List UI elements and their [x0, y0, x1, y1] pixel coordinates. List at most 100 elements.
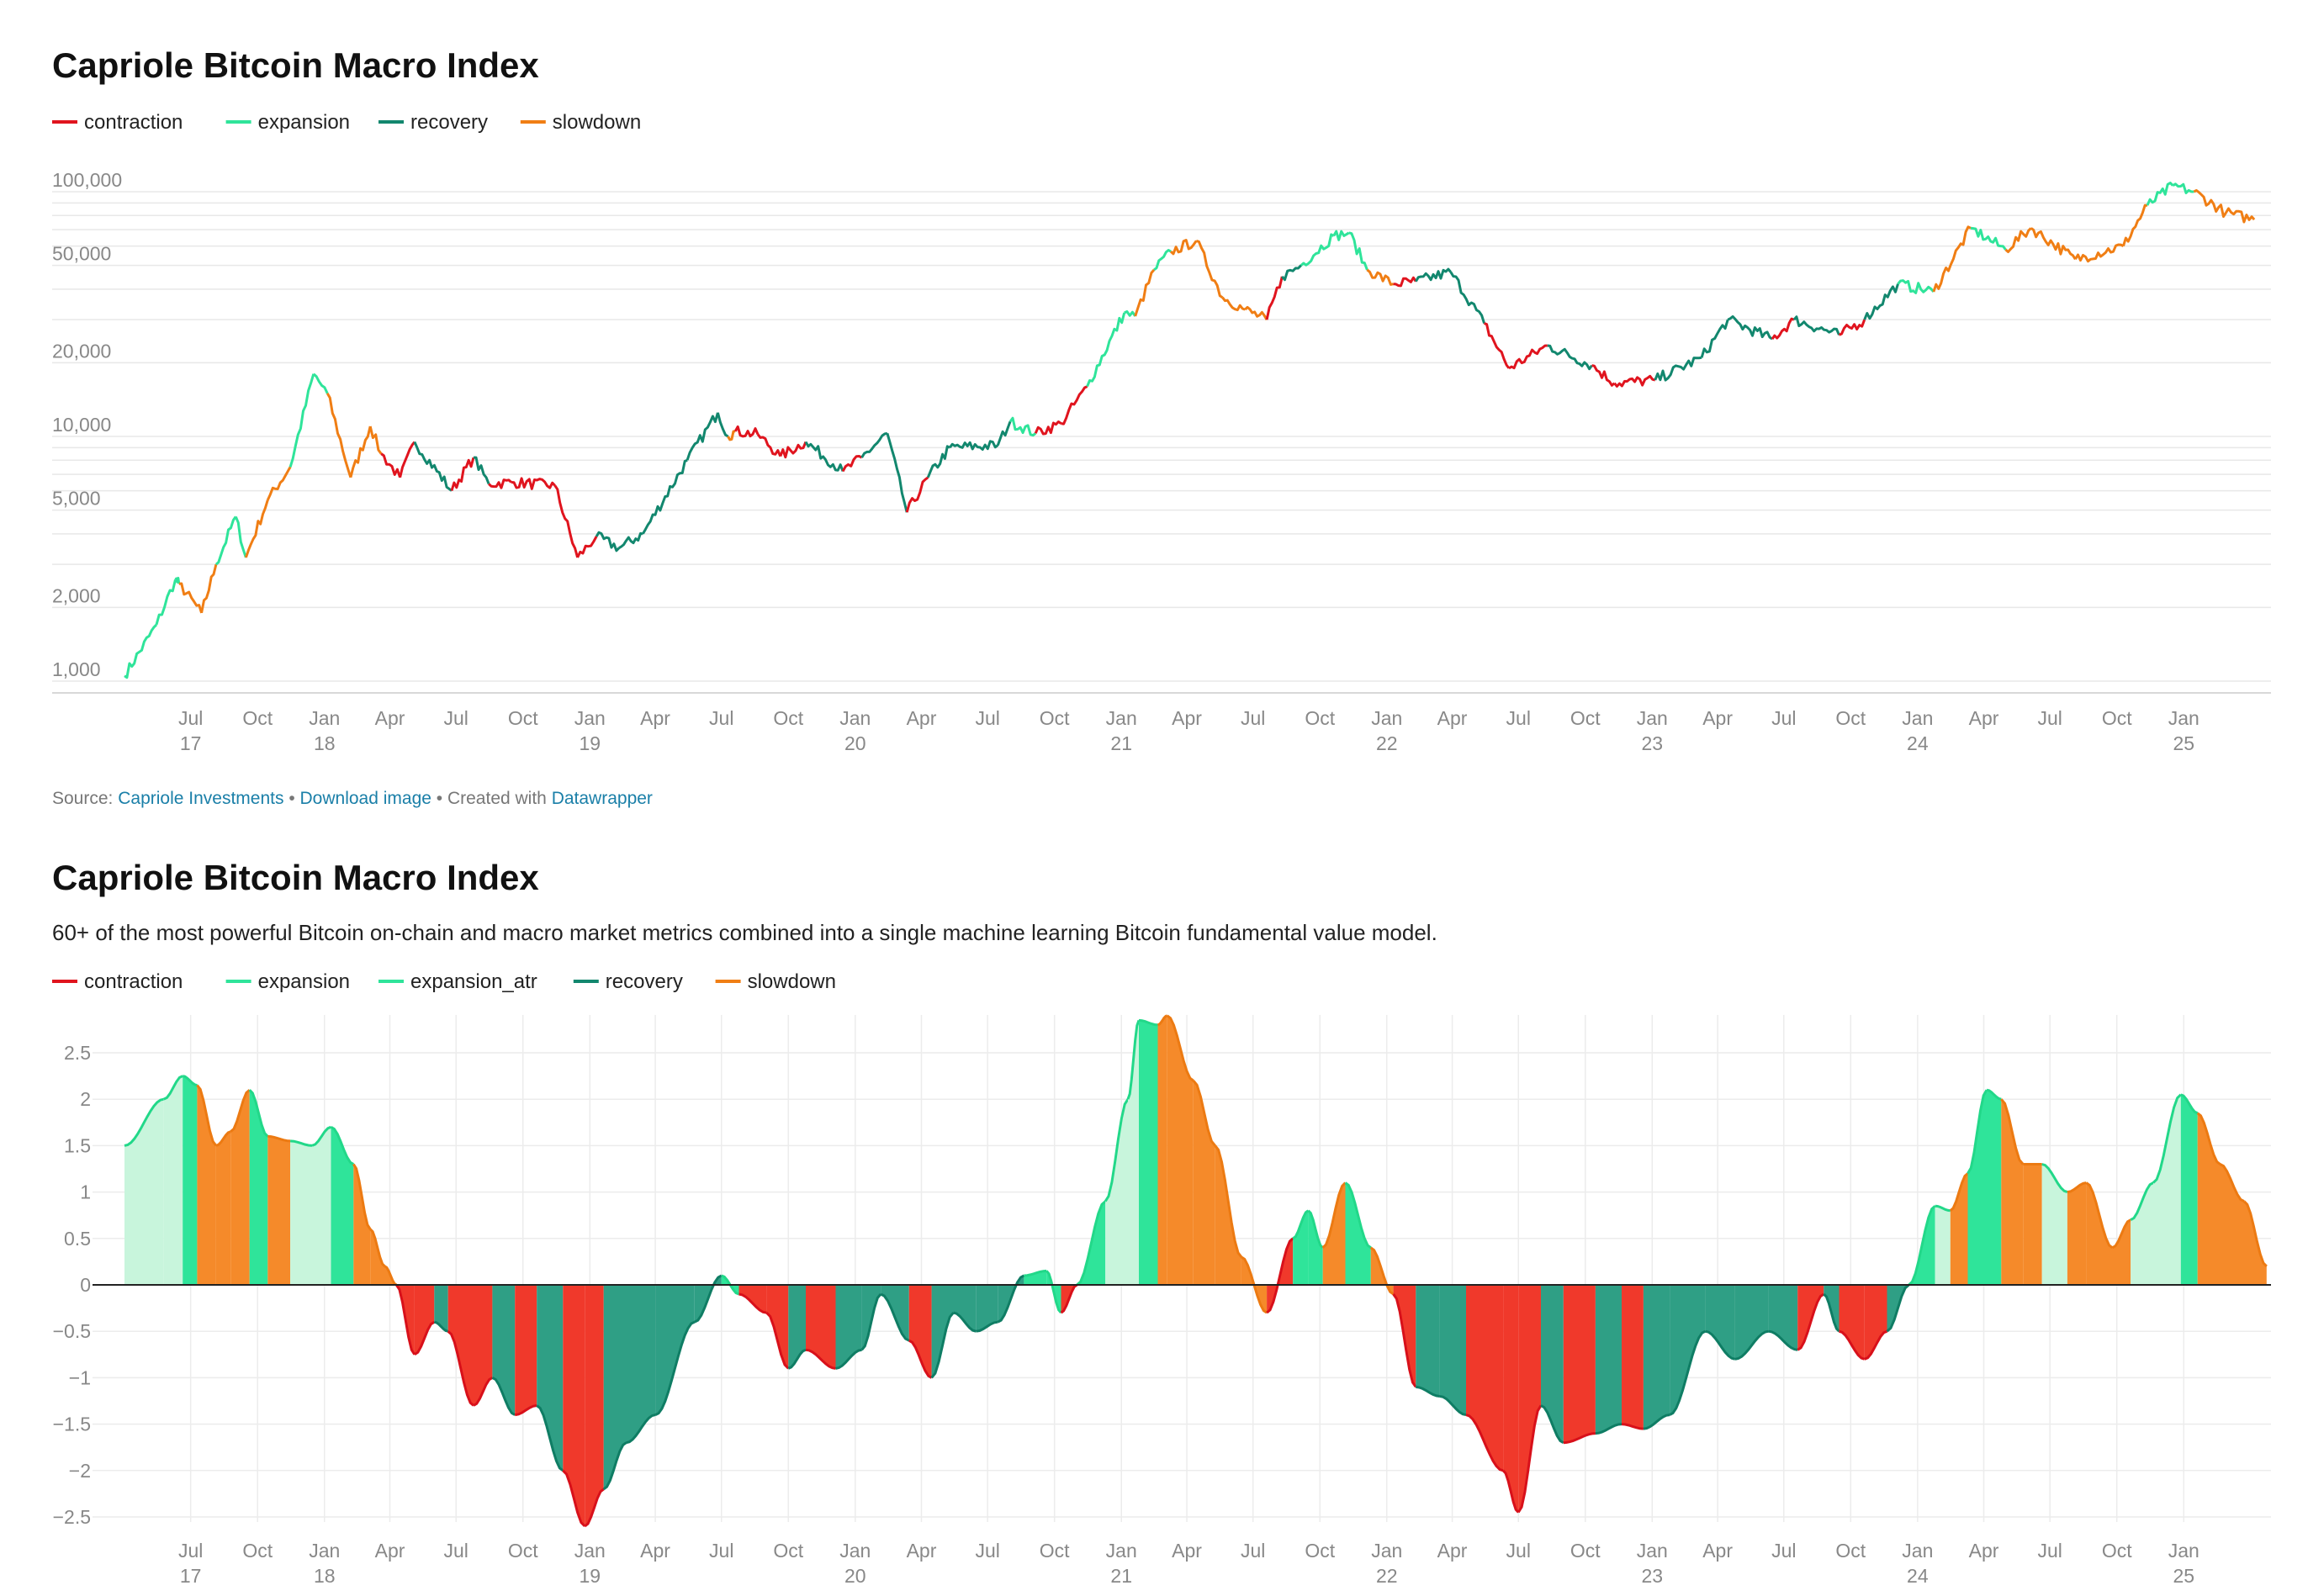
chart-footer: Source: Capriole Investments • Download …: [52, 789, 653, 809]
x-tick-label: Oct: [1835, 707, 1866, 729]
area-segment-recovery: [694, 1276, 722, 1323]
price-segment-slowdown: [326, 393, 352, 478]
x-tick-label: Jan: [1902, 707, 1933, 729]
y-tick-label: 1: [80, 1181, 91, 1203]
index-line-slowdown: [2000, 1098, 2025, 1165]
price-segment-contraction: [779, 441, 807, 459]
area-segment-expansion: [721, 1276, 739, 1294]
price-segment-recovery: [716, 412, 729, 438]
x-tick-label: Apr: [1437, 1540, 1468, 1562]
index-line-expansion_atr: [2130, 1181, 2154, 1221]
price-segment-expansion: [1332, 230, 1350, 241]
datawrapper-link[interactable]: Datawrapper: [551, 789, 653, 808]
price-segment-expansion: [312, 373, 329, 394]
y-tick-label: −2.5: [53, 1506, 91, 1528]
price-segment-contraction: [1484, 322, 1511, 369]
area-segment-slowdown: [2112, 1219, 2131, 1285]
index-line-recovery: [1768, 1329, 1798, 1351]
index-line-recovery: [1439, 1395, 1467, 1417]
x-tick-label: Jan: [1637, 1540, 1668, 1562]
x-tick-label: Oct: [242, 1540, 273, 1562]
price-segment-slowdown: [368, 425, 383, 455]
source-link[interactable]: Capriole Investments: [118, 789, 284, 808]
x-tick-label: Oct: [508, 707, 538, 729]
download-image-link[interactable]: Download image: [299, 789, 431, 808]
x-tick-label: Jul: [1771, 1540, 1796, 1562]
y-tick-label: 2,000: [52, 584, 101, 606]
price-segment-recovery: [642, 458, 688, 535]
x-tick-label: Jul: [1241, 1540, 1265, 1562]
legend-label-expansion_atr: expansion_atr: [410, 970, 537, 993]
area-segment-contraction: [1503, 1285, 1519, 1513]
area-segment-expansion: [1987, 1090, 2002, 1285]
x-tick-label: Oct: [1570, 707, 1601, 729]
x-tick-year: 17: [180, 732, 202, 754]
area-segment-recovery: [1439, 1285, 1466, 1415]
y-tick-label: 10,000: [52, 414, 111, 436]
price-segment-slowdown: [2193, 188, 2227, 219]
x-tick-label: Apr: [1969, 707, 1999, 729]
index-line-contraction: [765, 1312, 790, 1370]
area-segment-recovery: [626, 1285, 656, 1443]
index-line-slowdown: [2219, 1163, 2245, 1202]
price-segment-contraction: [1838, 319, 1866, 336]
index-line-recovery: [976, 1320, 998, 1333]
x-tick-year: 25: [2173, 1565, 2194, 1587]
index-line-slowdown: [2196, 1112, 2221, 1165]
index-line-recovery: [953, 1311, 977, 1333]
index-line-expansion: [182, 1075, 198, 1087]
index-line-contraction: [414, 1320, 436, 1356]
price-segment-recovery: [595, 531, 620, 552]
area-segment-expansion: [1077, 1201, 1106, 1285]
area-segment-contraction: [908, 1285, 932, 1378]
area-segment-contraction: [766, 1285, 789, 1369]
legend-label-expansion: expansion: [258, 111, 350, 134]
price-segment-expansion: [1008, 416, 1037, 437]
area-segment-slowdown: [384, 1266, 397, 1285]
chart2-legend: contraction expansion expansion_atr recover…: [52, 970, 836, 993]
area-segment-contraction: [1563, 1285, 1596, 1443]
price-segment-expansion: [1086, 312, 1126, 388]
price-chart: Capriole Bitcoin Macro Index contraction…: [52, 45, 2271, 754]
index-line-contraction: [1839, 1329, 1866, 1361]
x-tick-label: Jul: [444, 707, 468, 729]
area-segment-expansion_atr: [2041, 1164, 2067, 1285]
index-line-recovery: [1823, 1292, 1840, 1333]
index-line-contraction: [473, 1377, 494, 1407]
x-tick-year: 24: [1907, 732, 1929, 754]
index-line-expansion_atr: [311, 1125, 332, 1147]
chart1-y-axis: 100,000 50,000 20,000 10,000 5,000 2,000 1,000: [52, 169, 122, 680]
area-segment-recovery: [953, 1285, 977, 1332]
x-tick-label: Apr: [375, 1540, 405, 1562]
area-segment-contraction: [738, 1285, 767, 1313]
area-segment-recovery: [1705, 1285, 1735, 1360]
legend-label-contraction: contraction: [84, 970, 183, 993]
index-line-contraction: [805, 1348, 836, 1370]
index-line-expansion: [1986, 1088, 2002, 1101]
index-line-expansion: [1045, 1270, 1062, 1314]
price-segment-recovery: [1281, 264, 1302, 282]
index-line-slowdown: [384, 1265, 398, 1287]
index-line-recovery: [930, 1312, 955, 1379]
area-segment-slowdown: [2067, 1182, 2087, 1285]
price-segment-contraction: [1613, 374, 1656, 388]
index-line-recovery: [1669, 1329, 1707, 1416]
area-segment-contraction: [1518, 1285, 1541, 1513]
price-segment-expansion: [124, 623, 158, 679]
area-segment-contraction: [1797, 1285, 1824, 1350]
price-segment-contraction: [380, 452, 402, 478]
index-line-slowdown: [196, 1084, 218, 1147]
index-line-contraction: [1060, 1283, 1078, 1314]
area-segment-recovery: [434, 1285, 448, 1332]
price-segment-recovery: [1727, 314, 1773, 341]
price-segment-slowdown: [1221, 296, 1246, 312]
x-tick-label: Jan: [1106, 1540, 1137, 1562]
x-tick-label: Oct: [773, 1540, 803, 1562]
x-tick-label: Apr: [375, 707, 405, 729]
x-tick-label: Jul: [444, 1540, 468, 1562]
index-line-recovery: [835, 1348, 862, 1370]
index-line-recovery: [433, 1320, 449, 1333]
area-segment-contraction: [1267, 1238, 1294, 1313]
price-segment-recovery: [949, 440, 999, 451]
index-line-recovery: [602, 1441, 627, 1491]
